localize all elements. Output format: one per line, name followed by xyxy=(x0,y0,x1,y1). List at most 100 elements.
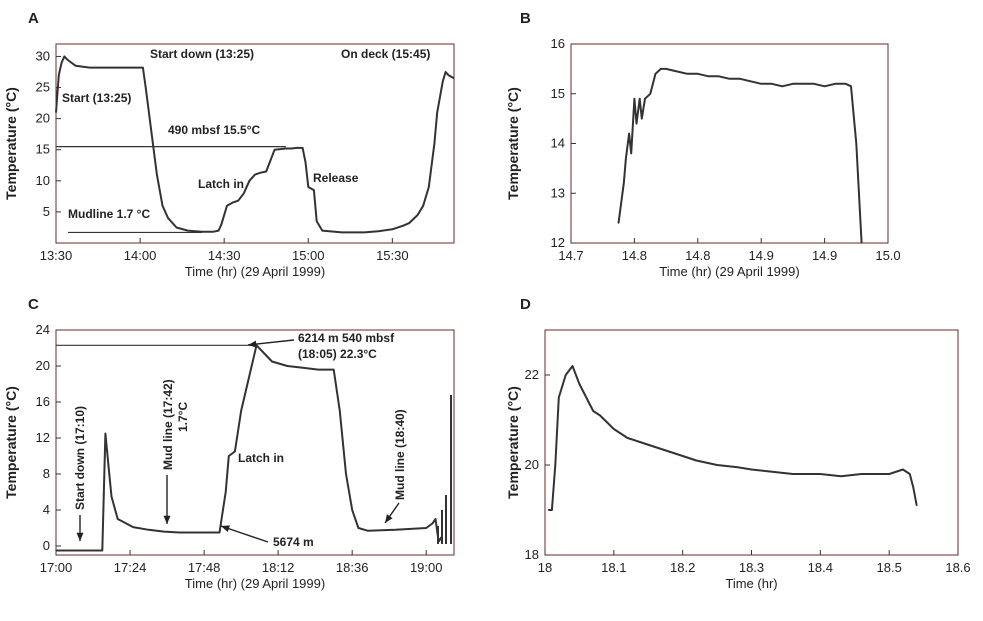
y-tick-label: 8 xyxy=(43,466,50,481)
data-point xyxy=(163,531,165,533)
data-point xyxy=(613,428,615,430)
data-point xyxy=(547,509,550,511)
panel-label: C xyxy=(28,296,39,313)
data-point xyxy=(716,464,718,466)
data-point xyxy=(225,491,227,493)
x-tick-label: 14.8 xyxy=(685,248,710,263)
data-point xyxy=(265,170,267,173)
panel-b: B 12 13 14 15 16 14.7 14.8 14.8 14.9 14.9 15.0 Time … xyxy=(505,10,901,279)
panel-a: A 5 10 15 20 25 30 13:30 14:00 14:30 15:00 15:30 Tim… xyxy=(3,10,455,279)
data-point xyxy=(117,518,119,520)
data-point xyxy=(431,522,434,525)
y-axis-label: Temperature (°C) xyxy=(505,386,521,499)
data-point xyxy=(363,231,365,234)
panel-d: D 18 20 22 18 18.1 18.2 18.3 18.4 18.5 18.6 Time (h… xyxy=(505,296,971,591)
panel-c: C 0 4 8 12 16 20 24 17:00 17:24 17:48 18:12 18:36 19:… xyxy=(3,296,455,591)
annotation: Mud line (18:40) xyxy=(393,409,407,500)
data-point xyxy=(416,214,419,216)
y-tick-label: 16 xyxy=(36,394,50,409)
data-point xyxy=(240,410,242,412)
data-point xyxy=(175,226,178,229)
data-point xyxy=(425,527,427,529)
data-point xyxy=(916,504,918,507)
data-point xyxy=(686,73,688,75)
data-point xyxy=(101,549,103,552)
y-tick-label: 5 xyxy=(43,204,50,219)
annotation-arrow-head xyxy=(385,514,393,523)
data-point xyxy=(132,526,134,528)
annotation: 490 mbsf 15.5°C xyxy=(168,123,261,137)
data-point xyxy=(391,228,393,230)
data-point xyxy=(824,85,826,87)
annotation: Mudline 1.7 °C xyxy=(68,207,150,221)
data-point xyxy=(104,432,106,435)
data-point xyxy=(718,75,720,77)
data-point xyxy=(750,80,752,82)
data-point xyxy=(367,530,369,532)
data-point xyxy=(834,83,836,85)
data-point xyxy=(304,161,307,163)
data-point xyxy=(302,367,304,369)
data-point xyxy=(147,529,150,531)
data-point xyxy=(760,83,762,85)
annotation: Latch in xyxy=(198,177,244,191)
data-point xyxy=(436,111,438,114)
y-axis-label: Temperature (°C) xyxy=(3,87,19,200)
data-point xyxy=(271,360,273,363)
x-tick-label: 15.0 xyxy=(875,248,900,263)
data-point xyxy=(819,473,821,475)
data-point xyxy=(290,147,293,150)
data-point xyxy=(558,396,560,399)
y-tick-label: 15 xyxy=(36,142,50,157)
panel-label: B xyxy=(520,10,531,27)
data-point xyxy=(394,529,396,531)
data-point xyxy=(341,231,343,234)
y-tick-label: 0 xyxy=(43,538,50,553)
x-tick-label: 14.7 xyxy=(558,248,583,263)
annotation-arrow-head xyxy=(248,340,257,348)
x-tick-label: 19:00 xyxy=(410,560,443,575)
x-tick-label: 18.2 xyxy=(670,560,695,575)
x-tick-label: 18.5 xyxy=(877,560,902,575)
annotation-arrow-head xyxy=(76,532,84,541)
data-point xyxy=(802,83,805,85)
x-tick-label: 18 xyxy=(538,560,552,575)
data-point xyxy=(333,369,335,371)
x-tick-label: 14.9 xyxy=(749,248,774,263)
y-axis-label: Temperature (°C) xyxy=(505,87,521,200)
annotation: Start (13:25) xyxy=(62,91,131,105)
data-point xyxy=(855,142,857,145)
x-tick-label: 14.9 xyxy=(812,248,837,263)
data-point xyxy=(649,93,651,95)
data-point xyxy=(912,486,914,489)
annotation: 6214 m 540 mbsf xyxy=(298,331,395,345)
y-tick-label: 16 xyxy=(551,36,565,51)
annotation: Latch in xyxy=(238,451,284,465)
data-point xyxy=(428,186,430,188)
data-point xyxy=(313,189,315,191)
annotation-arrow-head xyxy=(221,525,230,532)
data-point xyxy=(850,85,852,87)
data-point xyxy=(107,464,110,466)
annotation: Start down (13:25) xyxy=(150,47,254,61)
data-point xyxy=(307,186,309,188)
x-axis-label: Time (hr) xyxy=(725,576,777,591)
data-point xyxy=(408,222,410,224)
data-point xyxy=(243,192,245,194)
data-point xyxy=(728,78,731,80)
data-point xyxy=(296,147,298,149)
data-point xyxy=(345,473,347,475)
data-point xyxy=(860,242,863,244)
panel-label: D xyxy=(520,296,531,313)
y-tick-label: 14 xyxy=(551,136,565,151)
temperature-line xyxy=(617,67,863,244)
data-point xyxy=(178,531,181,534)
x-axis-label: Time (hr) (29 April 1999) xyxy=(185,264,325,279)
data-point xyxy=(599,414,601,417)
data-point xyxy=(750,468,753,471)
data-point xyxy=(845,83,847,85)
data-point xyxy=(145,86,147,89)
annotation: (18:05) 22.3°C xyxy=(298,347,377,361)
data-point xyxy=(142,67,144,69)
